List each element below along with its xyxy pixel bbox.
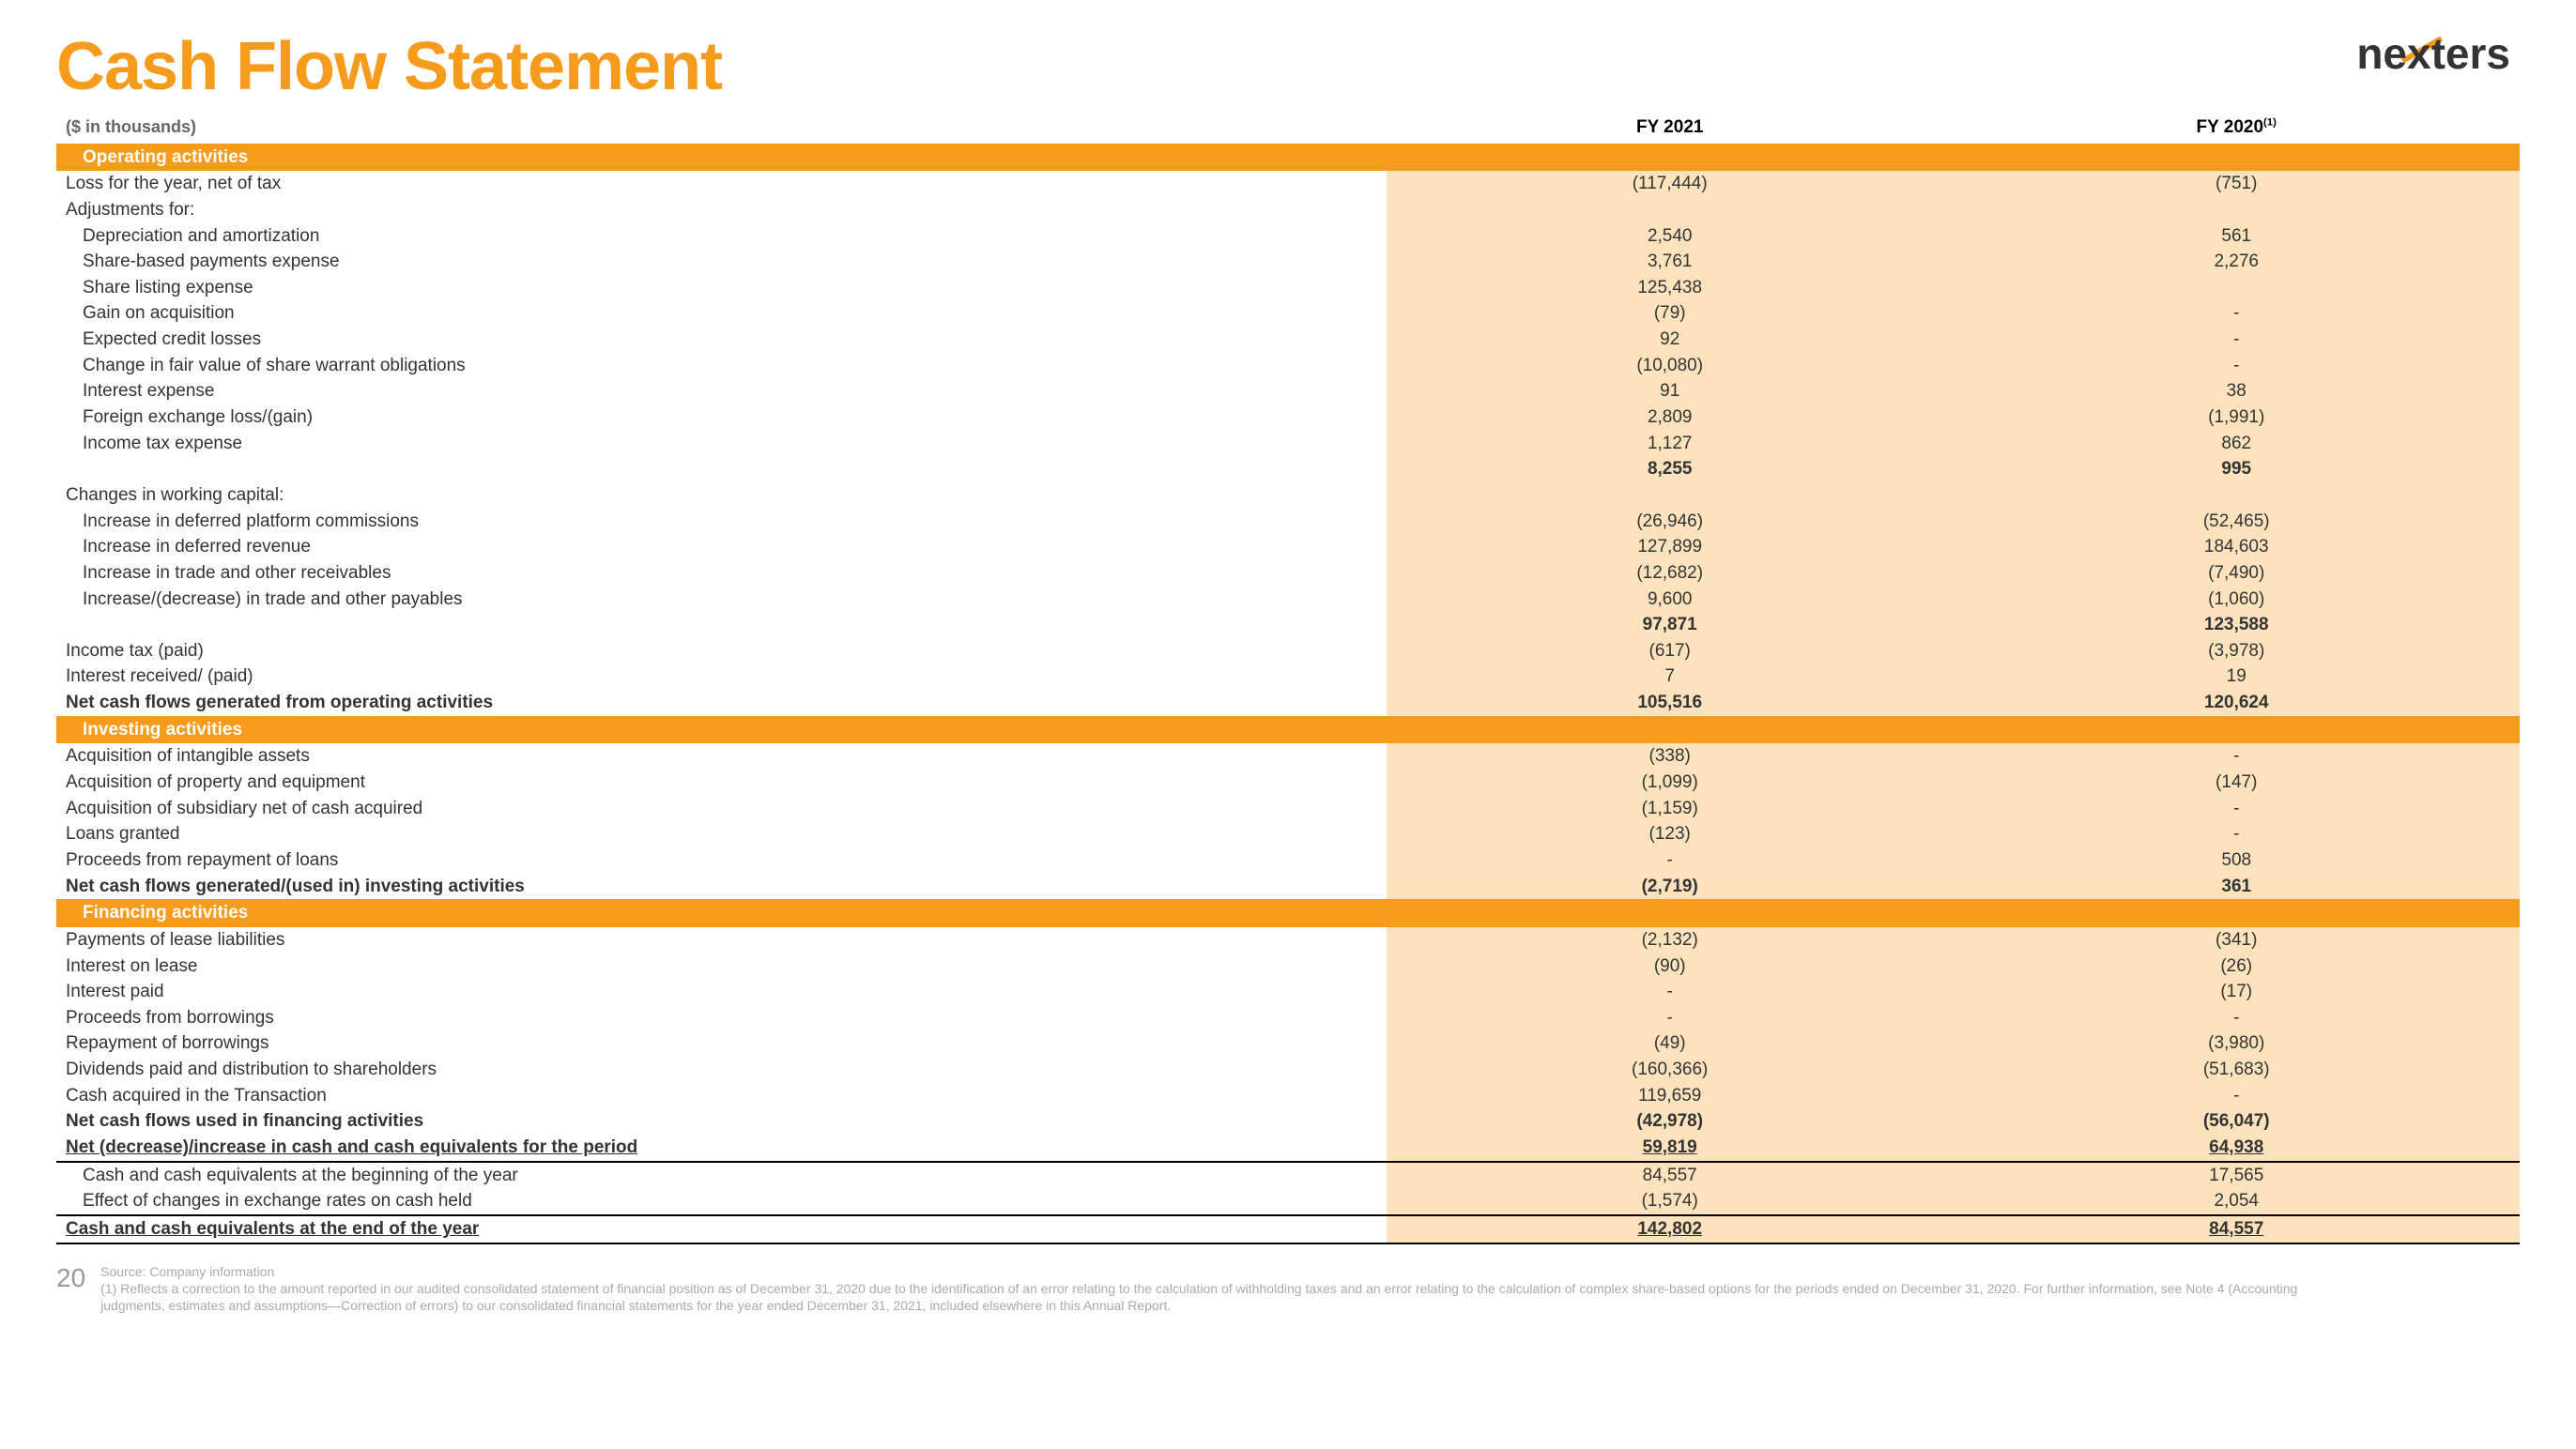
logo-x: x (2407, 28, 2431, 79)
row-loans-repaid: Proceeds from repayment of loans-508 (56, 847, 2520, 874)
row-dividends: Dividends paid and distribution to share… (56, 1057, 2520, 1083)
row-borrowings-repayment: Repayment of borrowings(49)(3,980) (56, 1030, 2520, 1057)
row-net-investing: Net cash flows generated/(used in) inves… (56, 874, 2520, 900)
row-lease-interest: Interest on lease(90)(26) (56, 953, 2520, 980)
logo-pre: ne (2356, 29, 2407, 78)
row-gain-acquisition: Gain on acquisition(79)- (56, 300, 2520, 327)
row-wc-hdr: Changes in working capital: (56, 482, 2520, 509)
footer: 20 Source: Company information (1) Refle… (56, 1263, 2520, 1315)
nexters-logo: nexters (2356, 28, 2520, 79)
row-cash-beginning: Cash and cash equivalents at the beginni… (56, 1162, 2520, 1189)
row-interest-paid: Interest paid-(17) (56, 979, 2520, 1005)
row-cash-acquired-transaction: Cash acquired in the Transaction119,659- (56, 1083, 2520, 1109)
page-title: Cash Flow Statement (56, 28, 722, 105)
row-cash-end: Cash and cash equivalents at the end of … (56, 1215, 2520, 1243)
page-number: 20 (56, 1263, 85, 1293)
footnote-source: Source: Company information (100, 1263, 2354, 1280)
row-adjustments-hdr: Adjustments for: (56, 197, 2520, 223)
row-acq-subsidiary: Acquisition of subsidiary net of cash ac… (56, 796, 2520, 822)
row-fx-loss-gain: Foreign exchange loss/(gain)2,809(1,991) (56, 404, 2520, 431)
row-acq-intangible: Acquisition of intangible assets(338)- (56, 743, 2520, 770)
row-expected-credit-losses: Expected credit losses92- (56, 327, 2520, 353)
col-header-fy2020: FY 2020(1) (1953, 114, 2520, 144)
row-deferred-commissions: Increase in deferred platform commission… (56, 509, 2520, 535)
cashflow-table: ($ in thousands) FY 2021 FY 2020(1) Oper… (56, 114, 2520, 1244)
footnotes: Source: Company information (1) Reflects… (100, 1263, 2354, 1315)
row-trade-receivables: Increase in trade and other receivables(… (56, 560, 2520, 587)
row-trade-payables: Increase/(decrease) in trade and other p… (56, 587, 2520, 613)
row-net-operating: Net cash flows generated from operating … (56, 690, 2520, 716)
row-acq-ppe: Acquisition of property and equipment(1,… (56, 770, 2520, 796)
row-net-financing: Net cash flows used in financing activit… (56, 1108, 2520, 1135)
row-deferred-revenue: Increase in deferred revenue127,899184,6… (56, 534, 2520, 560)
row-loans-granted: Loans granted(123)- (56, 821, 2520, 847)
row-net-change: Net (decrease)/increase in cash and cash… (56, 1135, 2520, 1162)
row-borrowings-proceeds: Proceeds from borrowings-- (56, 1005, 2520, 1031)
row-interest-expense: Interest expense9138 (56, 378, 2520, 404)
row-subtotal-2: 97,871123,588 (56, 612, 2520, 638)
row-interest-received: Interest received/ (paid)719 (56, 663, 2520, 690)
logo-post: ters (2431, 29, 2510, 78)
row-depreciation: Depreciation and amortization2,540561 (56, 223, 2520, 250)
footnote-text: (1) Reflects a correction to the amount … (100, 1280, 2354, 1314)
row-income-tax-expense: Income tax expense1,127862 (56, 431, 2520, 457)
header: Cash Flow Statement nexters (56, 28, 2520, 105)
section-investing: Investing activities (56, 716, 2520, 744)
column-header-row: ($ in thousands) FY 2021 FY 2020(1) (56, 114, 2520, 144)
section-financing: Financing activities (56, 899, 2520, 927)
section-operating: Operating activities (56, 144, 2520, 172)
row-fair-value-warrant: Change in fair value of share warrant ob… (56, 353, 2520, 379)
row-lease-payments: Payments of lease liabilities(2,132)(341… (56, 927, 2520, 953)
row-income-tax-paid: Income tax (paid)(617)(3,978) (56, 638, 2520, 664)
col-header-fy2021: FY 2021 (1387, 114, 1954, 144)
row-loss: Loss for the year, net of tax(117,444)(7… (56, 171, 2520, 197)
row-share-listing: Share listing expense125,438 (56, 275, 2520, 301)
row-fx-effect: Effect of changes in exchange rates on c… (56, 1188, 2520, 1215)
units-subtitle: ($ in thousands) (66, 117, 196, 136)
row-share-based-payments: Share-based payments expense3,7612,276 (56, 249, 2520, 275)
row-subtotal-1: 8,255995 (56, 456, 2520, 482)
